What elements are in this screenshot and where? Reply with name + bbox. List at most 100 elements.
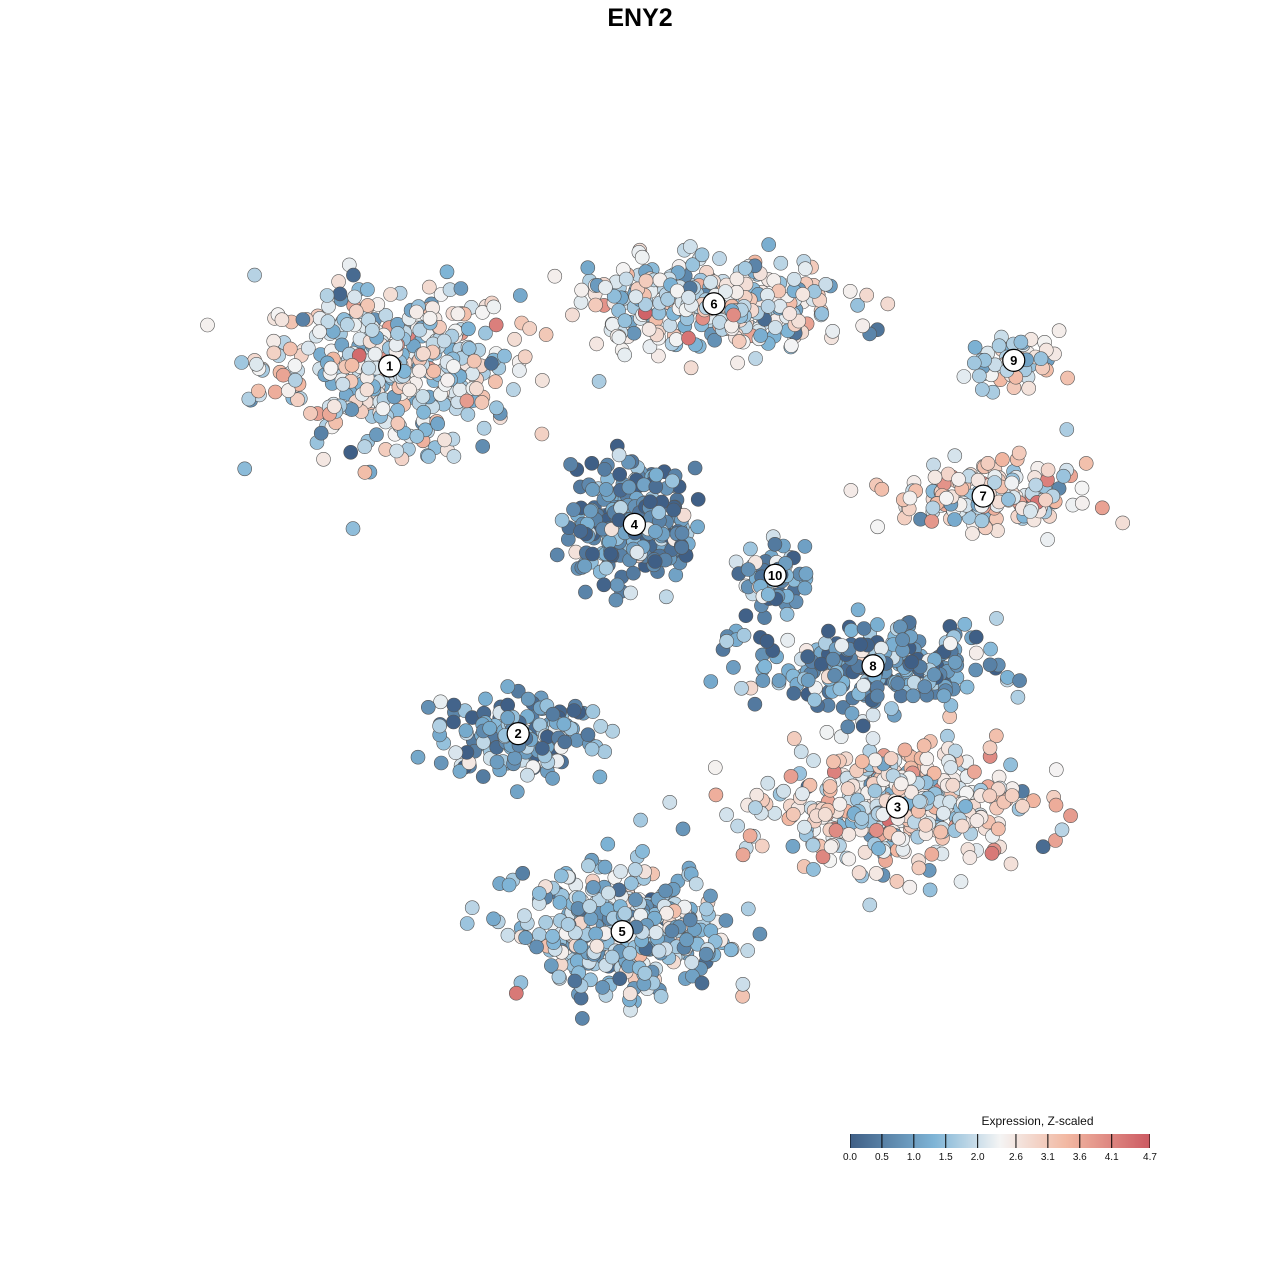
cell-point [613,500,629,516]
cell-point [439,264,455,280]
cluster-label: 2 [506,722,530,746]
cluster-label-text: 9 [1010,353,1017,368]
cell-point [484,356,499,371]
cell-point [637,965,653,981]
cell-point [703,674,719,689]
cell-point [529,939,544,955]
cell-point [420,699,436,715]
cell-point [828,823,844,838]
cell-point [719,807,734,823]
cell-point [517,908,532,924]
cell-point [947,654,963,670]
cell-point [895,632,910,648]
cell-point [683,360,699,376]
cell-point [647,554,663,569]
cell-point [416,346,431,362]
cell-point [681,290,696,305]
cell-point [412,363,427,379]
cell-point [547,268,563,284]
cell-point [613,864,628,879]
cell-point [995,452,1010,467]
cell-point [560,917,576,932]
cell-point [409,429,425,444]
cell-point [755,673,771,688]
cell-point [959,679,975,695]
cell-point [805,837,821,853]
cell-point [815,849,831,865]
cell-point [1063,808,1078,824]
cluster-label: 8 [861,654,885,678]
cell-point [793,744,809,760]
cell-point [664,923,680,939]
cell-point [437,432,452,448]
cell-point [300,340,316,356]
cell-point [892,619,908,635]
cell-point [1011,445,1027,461]
cell-point [759,633,775,649]
cell-point [369,427,384,443]
cell-point [760,587,776,602]
cell-point [508,985,524,1001]
cell-point [596,577,612,593]
cluster-label: 9 [1002,348,1026,372]
cell-point [364,322,380,338]
cell-point [565,307,580,323]
cell-point [375,401,391,417]
cell-point [958,799,973,814]
cell-point [740,901,756,917]
cell-point [832,681,848,697]
cell-point [883,751,899,766]
cell-point [826,754,841,770]
cell-point [589,336,604,352]
cell-point [476,420,492,436]
cluster-label: 7 [971,484,995,508]
cell-point [712,251,727,266]
cell-point [974,382,990,397]
cell-point [651,348,666,364]
legend-tick-label: 0.0 [843,1152,857,1163]
cluster-label-text: 10 [768,568,782,583]
cell-point [464,900,480,916]
cell-point [591,374,607,389]
cell-point [918,817,934,833]
cell-point [1023,504,1038,519]
cell-point [1078,456,1094,471]
cell-point [785,838,801,854]
cell-point [507,750,523,766]
cell-point [857,844,873,860]
cell-point [597,461,612,477]
cell-point [735,976,751,992]
cell-point [351,348,367,363]
cell-point [545,771,560,786]
cell-point [968,645,984,661]
cell-point [797,580,813,596]
cell-point [688,876,704,892]
cell-point [574,1011,590,1026]
cell-point [553,868,569,884]
cell-point [518,930,533,946]
cell-point [776,783,791,799]
cell-point [606,288,622,304]
cell-point [412,322,428,338]
cell-point [708,787,724,803]
chart-title: ENY2 [607,4,673,32]
cell-point [965,526,980,541]
cell-point [489,754,505,770]
cell-point [282,341,298,357]
cell-point [780,632,796,648]
cell-point [520,691,536,707]
cell-point [682,239,698,254]
legend-tick-labels: 0.0 0.5 1.0 1.5 2.0 2.6 3.1 3.6 4.1 4.7 [843,1152,1157,1168]
cell-point [623,876,639,891]
cell-point [588,926,604,942]
cell-point [927,469,943,485]
cell-point [534,426,550,442]
cell-point [947,512,962,527]
cell-point [474,395,490,410]
cell-point [319,288,335,303]
cell-point [730,818,746,834]
cell-point [617,347,633,363]
cell-point [635,844,650,859]
cell-point [685,257,701,273]
cell-point [943,760,959,775]
